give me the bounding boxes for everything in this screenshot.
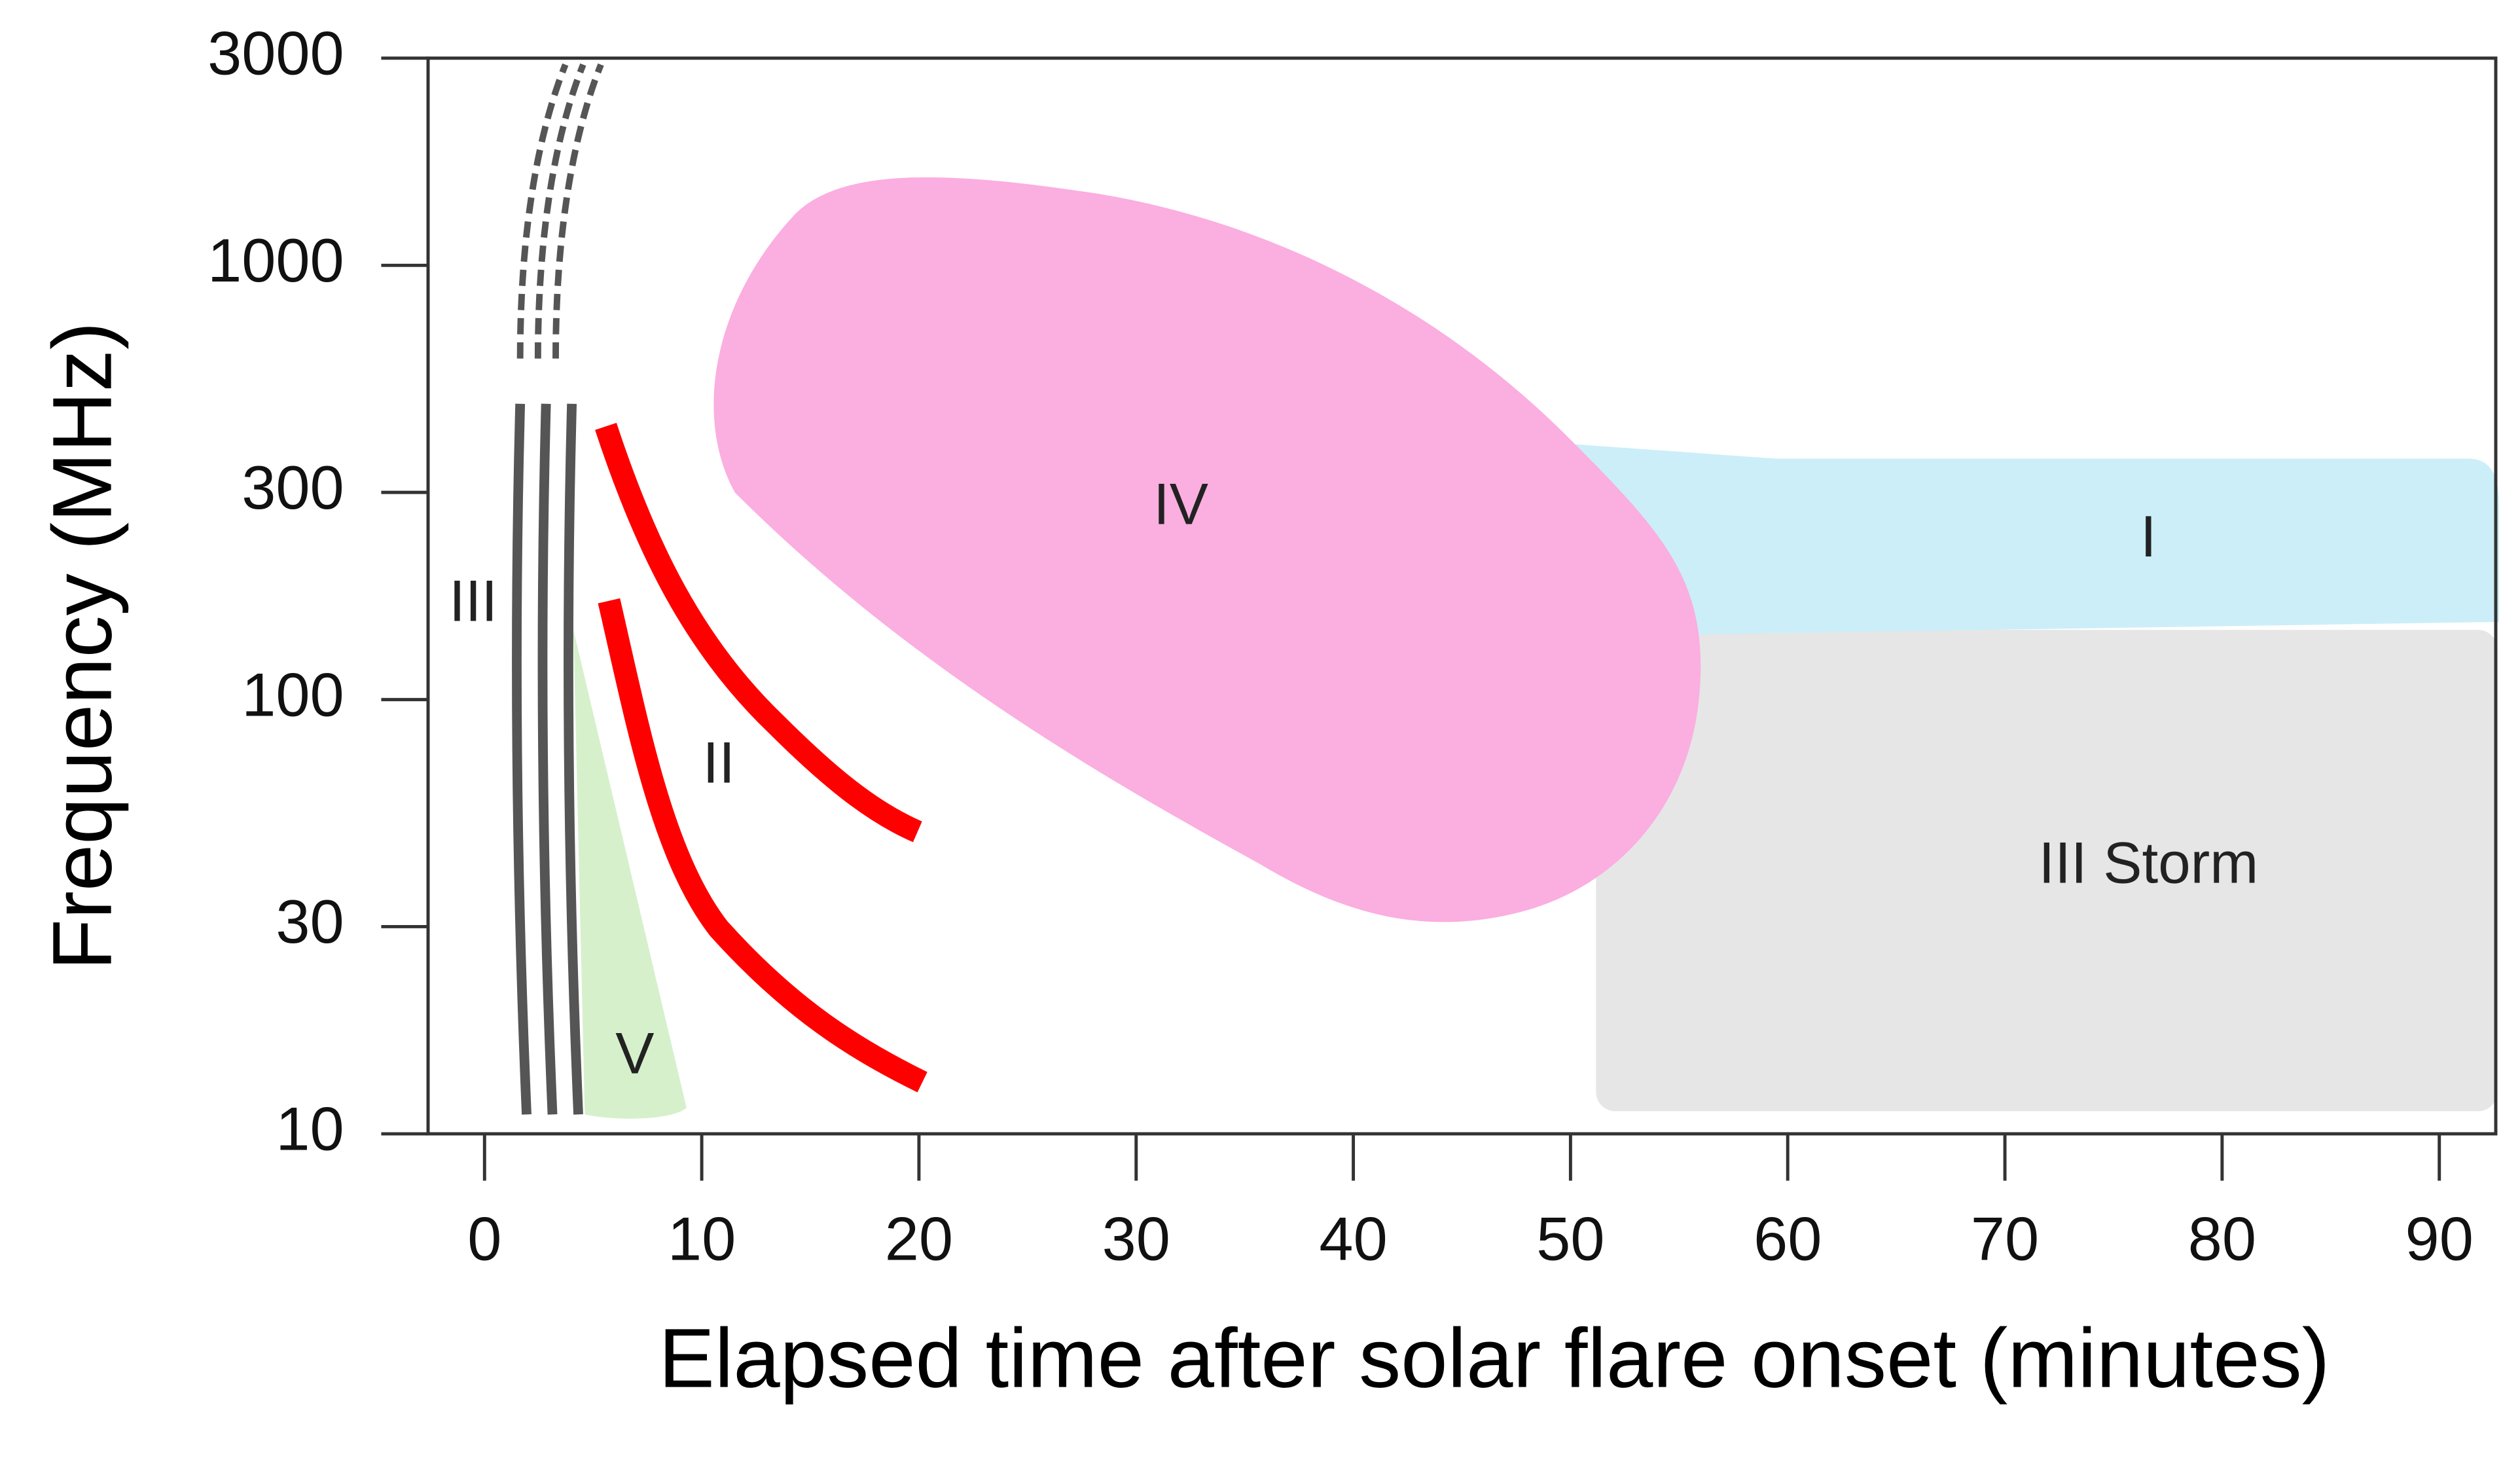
type-iii-storm-region [1596,630,2498,1112]
y-tick-label: 100 [242,660,344,729]
plot-frame [426,56,2498,1136]
region-label: IV [1153,472,1208,537]
x-axis-title: Elapsed time after solar flare onset (mi… [658,1312,2330,1406]
burst-line [598,598,927,1093]
type-iii-bursts [512,403,583,1115]
region-label: II [703,730,735,795]
x-tick-label: 90 [2405,1204,2474,1273]
x-tick-label: 60 [1754,1204,1822,1273]
y-tick-label: 1000 [207,226,344,295]
burst-dash [516,63,569,359]
y-tick-label: 10 [276,1095,344,1163]
type-i-region [1551,442,2499,635]
x-tick-label: 10 [668,1204,736,1273]
region-label: I [2140,504,2157,569]
burst-line [512,403,531,1115]
region-label: III Storm [2039,830,2259,895]
y-tick-label: 30 [276,887,344,956]
x-tick-label: 0 [467,1204,501,1273]
burst-line [537,403,558,1115]
type-iii-extension [516,63,604,359]
y-axis-title: Frequency (MHz) [36,321,130,970]
x-tick-label: 50 [1536,1204,1604,1273]
x-tick-label: 70 [1971,1204,2039,1273]
region-label: III [449,569,497,634]
regions [512,63,2499,1119]
burst-dash [552,63,604,359]
type-ii-bursts [595,422,927,1093]
x-tick-label: 80 [2188,1204,2256,1273]
type-v-region [573,630,687,1119]
burst-line [595,422,922,843]
burst-line [564,403,583,1115]
y-tick-label: 3000 [207,19,344,88]
y-tick-label: 300 [242,453,344,522]
burst-dash [534,63,586,359]
x-tick-label: 30 [1102,1204,1170,1273]
type-iv-region [713,177,1701,922]
x-tick-label: 20 [885,1204,953,1273]
region-label: V [615,1021,654,1085]
x-tick-label: 40 [1319,1204,1387,1273]
